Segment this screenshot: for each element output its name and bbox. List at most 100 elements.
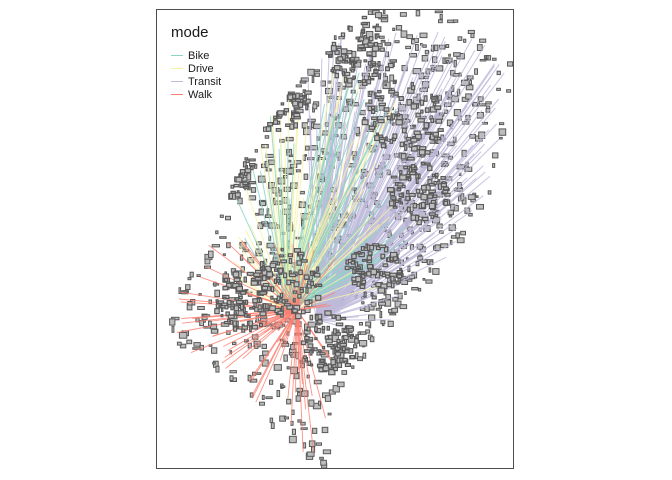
building bbox=[355, 334, 359, 339]
building bbox=[269, 379, 274, 385]
building bbox=[225, 282, 232, 288]
building bbox=[374, 34, 378, 40]
building bbox=[285, 136, 294, 142]
building bbox=[415, 10, 421, 17]
building bbox=[443, 186, 449, 191]
building bbox=[420, 193, 428, 201]
building bbox=[476, 204, 484, 210]
building bbox=[380, 253, 386, 259]
building bbox=[220, 313, 224, 318]
building bbox=[380, 143, 387, 149]
building bbox=[269, 417, 274, 423]
building bbox=[386, 257, 391, 263]
building bbox=[185, 284, 191, 291]
building bbox=[348, 25, 353, 32]
legend-item-walk: Walk bbox=[171, 88, 221, 101]
building bbox=[361, 119, 369, 126]
building bbox=[307, 118, 316, 123]
building bbox=[381, 323, 385, 327]
building bbox=[399, 174, 407, 181]
building bbox=[406, 190, 410, 195]
trip-line bbox=[227, 309, 298, 351]
building bbox=[456, 88, 461, 97]
building bbox=[367, 244, 371, 251]
building bbox=[257, 308, 263, 313]
building bbox=[381, 273, 387, 278]
building bbox=[348, 348, 354, 354]
building bbox=[305, 104, 309, 111]
building bbox=[424, 150, 431, 155]
building bbox=[286, 279, 292, 286]
building bbox=[492, 152, 499, 159]
trip-line bbox=[296, 292, 335, 311]
building bbox=[432, 268, 440, 275]
building bbox=[418, 287, 422, 292]
building bbox=[330, 359, 336, 366]
building bbox=[453, 52, 461, 57]
building bbox=[415, 177, 419, 185]
building bbox=[391, 113, 396, 120]
building bbox=[248, 195, 257, 201]
building bbox=[366, 264, 374, 269]
building bbox=[295, 92, 300, 99]
building bbox=[389, 191, 396, 197]
trip-line bbox=[290, 309, 298, 425]
building bbox=[269, 251, 275, 255]
building bbox=[292, 297, 296, 303]
building bbox=[437, 179, 441, 183]
building bbox=[350, 266, 355, 270]
building bbox=[419, 32, 428, 39]
building bbox=[306, 326, 311, 332]
legend-swatch-drive bbox=[171, 68, 183, 69]
building bbox=[280, 247, 284, 252]
building bbox=[279, 138, 286, 143]
building bbox=[408, 192, 416, 197]
building bbox=[325, 87, 333, 95]
building bbox=[293, 248, 301, 253]
building bbox=[337, 56, 344, 62]
building bbox=[208, 320, 212, 327]
building bbox=[400, 30, 408, 38]
building bbox=[441, 181, 446, 185]
building bbox=[340, 48, 348, 55]
trip-line bbox=[316, 119, 428, 321]
building bbox=[378, 134, 384, 138]
building bbox=[399, 12, 407, 17]
building bbox=[264, 135, 270, 139]
building bbox=[215, 230, 219, 235]
building bbox=[378, 301, 387, 306]
building bbox=[187, 277, 192, 281]
building bbox=[316, 363, 325, 368]
building bbox=[251, 324, 259, 330]
trip-line bbox=[296, 309, 313, 397]
building bbox=[387, 320, 394, 328]
building bbox=[324, 335, 330, 340]
building bbox=[244, 313, 248, 318]
building bbox=[405, 173, 411, 177]
building bbox=[261, 343, 267, 349]
building bbox=[434, 44, 439, 52]
building bbox=[479, 38, 487, 43]
building bbox=[261, 394, 265, 400]
building bbox=[262, 282, 270, 287]
building bbox=[431, 98, 437, 102]
building bbox=[351, 365, 355, 369]
building bbox=[366, 79, 372, 85]
building bbox=[300, 309, 306, 315]
legend-label-walk: Walk bbox=[188, 88, 213, 101]
building bbox=[283, 354, 288, 362]
building bbox=[326, 344, 334, 348]
building bbox=[279, 292, 284, 299]
building bbox=[492, 57, 497, 61]
building bbox=[227, 314, 235, 319]
building bbox=[415, 43, 419, 51]
trip-line bbox=[316, 174, 364, 321]
building bbox=[427, 165, 433, 172]
building bbox=[336, 338, 341, 344]
building bbox=[326, 325, 331, 331]
building bbox=[396, 188, 402, 192]
building bbox=[415, 112, 421, 118]
building bbox=[278, 267, 284, 274]
building bbox=[435, 172, 439, 177]
building bbox=[321, 426, 329, 434]
